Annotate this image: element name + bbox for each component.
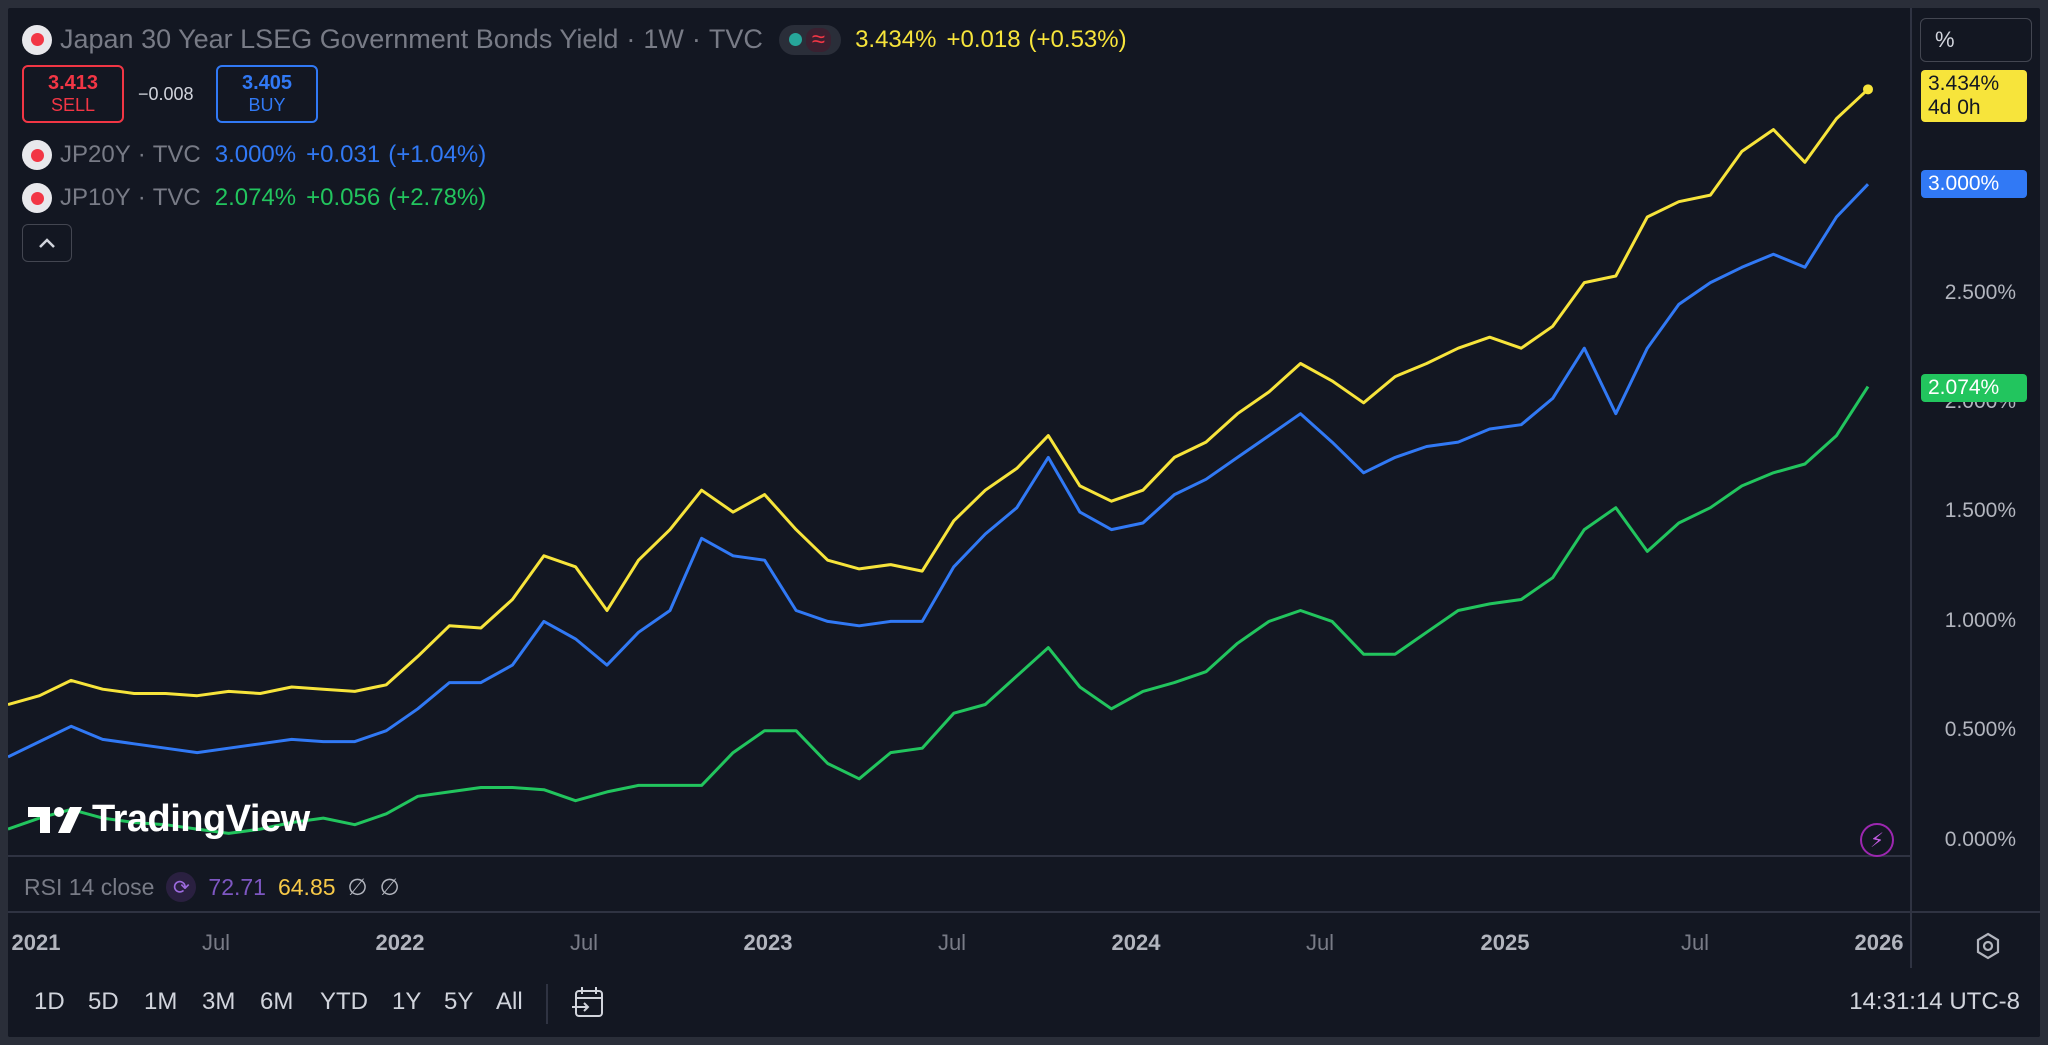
range-5y-button[interactable]: 5Y [444,988,474,1015]
lightning-icon[interactable]: ⚡ [1860,823,1894,857]
price-tag-value: 2.074% [1928,376,2000,399]
range-3m-button[interactable]: 3M [202,988,236,1015]
refresh-icon[interactable]: ⟳ [166,872,197,902]
compare-symbol[interactable]: JP20Y [60,141,131,168]
chart-window[interactable]: Japan 30 Year LSEG Government Bonds Yiel… [8,8,2040,1037]
series-line-1[interactable] [8,183,1870,759]
time-tick-label: 2024 [1111,930,1161,955]
axis-unit-button[interactable]: % [1920,18,2032,62]
bottom-toolbar [8,968,2040,1037]
compare-change-pct: (+2.78%) [388,184,487,211]
time-tick-label: Jul [569,930,599,955]
sell-button[interactable]: 3.413 SELL [22,65,124,123]
time-tick-label: 2026 [1854,930,1904,955]
rsi-na-value: ∅ [347,873,368,900]
compare-change-pct: (+1.04%) [388,141,487,168]
compare-change: +0.031 [306,141,381,168]
separator-dot: · [137,184,146,211]
price-tag-jp20[interactable]: 3.000% [1921,170,2027,198]
axis-unit-label: % [1935,27,1955,52]
buy-label: BUY [248,95,286,115]
range-1d-button[interactable]: 1D [34,988,65,1015]
rsi-na-value: ∅ [379,873,400,900]
y-tick-label: 1.000% [1944,609,2016,632]
buy-price: 3.405 [241,72,293,94]
range-ytd-button[interactable]: YTD [320,988,368,1015]
range-all-button[interactable]: All [496,988,523,1015]
bar-countdown: 4d 0h [1928,96,1981,119]
main-change-pct: (+0.53%) [1028,25,1127,53]
japan-flag-icon [22,183,52,213]
main-legend[interactable]: Japan 30 Year LSEG Government Bonds Yiel… [22,24,1127,55]
chart-settings-button[interactable] [1974,932,2002,965]
sell-price: 3.413 [47,72,99,94]
time-tick-label: 2022 [375,930,425,955]
compare-value: 3.000% [214,141,297,168]
time-tick-label: 2023 [743,930,793,955]
market-open-icon [788,33,802,46]
legend-jp20y[interactable]: JP20Y · TVC 3.000% +0.031 (+1.04%) [22,140,486,170]
price-chart[interactable] [8,8,2040,1037]
separator-dot: · [137,141,146,168]
range-1m-button[interactable]: 1M [144,988,178,1015]
japan-flag-icon [22,24,52,55]
compare-symbol[interactable]: JP10Y [60,184,131,211]
series-lines [8,84,1873,835]
japan-flag-icon [22,140,52,170]
range-1y-button[interactable]: 1Y [392,988,422,1015]
gear-icon [1976,932,2000,960]
clock-timezone[interactable]: 14:31:14 UTC-8 [1849,988,2020,1015]
y-tick-label: 1.500% [1944,499,2016,522]
logo-text: TradingView [92,798,310,840]
last-price-dot [1863,84,1873,95]
y-tick-label: 2.500% [1944,281,2016,304]
chevron-up-icon [39,238,55,248]
time-tick-label: Jul [937,930,967,955]
price-tag-jp30[interactable]: 3.434% 4d 0h [1921,70,2027,122]
price-tag-value: 3.434% [1928,72,2000,95]
separator-dot: · [626,24,636,54]
rsi-value: 72.71 [208,873,266,900]
buy-button[interactable]: 3.405 BUY [216,65,318,123]
interval-label[interactable]: 1W [643,24,684,54]
price-tag-jp10[interactable]: 2.074% [1921,374,2027,402]
calendar-icon [572,987,603,1017]
rsi-label[interactable]: RSI 14 close [24,873,155,900]
range-6m-button[interactable]: 6M [260,988,294,1015]
market-status-pill[interactable]: ≈ [778,24,842,55]
compare-source: TVC [152,141,201,168]
time-tick-label: Jul [1305,930,1335,955]
range-5d-button[interactable]: 5D [88,988,119,1015]
symbol-title[interactable]: Japan 30 Year LSEG Government Bonds Yiel… [60,24,619,54]
tradingview-logo[interactable]: TradingView [28,798,310,841]
separator-dot: · [691,24,701,54]
source-label: TVC [708,24,763,54]
rsi-ma-value: 64.85 [277,873,336,900]
spread-value: −0.008 [138,84,194,104]
time-tick-label: 2025 [1480,930,1530,955]
compare-value: 2.074% [214,184,297,211]
compare-source: TVC [152,184,201,211]
main-change: +0.018 [946,25,1021,53]
collapse-legend-button[interactable] [22,224,72,262]
legend-jp10y[interactable]: JP10Y · TVC 2.074% +0.056 (+2.78%) [22,183,486,213]
go-to-date-button[interactable] [570,984,606,1025]
y-tick-label: 0.000% [1944,828,2016,851]
series-line-0[interactable] [8,88,1870,706]
tradingview-logo-icon [28,806,82,833]
sell-label: SELL [50,95,96,115]
series-line-2[interactable] [8,385,1870,835]
main-value: 3.434% [855,25,937,53]
time-tick-label: Jul [1680,930,1710,955]
toolbar-divider [546,984,548,1024]
y-tick-label: 0.500% [1944,718,2016,741]
compare-change: +0.056 [306,184,381,211]
rsi-legend[interactable]: RSI 14 close ⟳ 72.71 64.85 ∅ ∅ [24,872,400,902]
time-tick-label: Jul [201,930,231,955]
time-tick-label: 2021 [11,930,61,955]
delayed-data-icon: ≈ [805,27,832,52]
price-tag-value: 3.000% [1928,172,2000,195]
